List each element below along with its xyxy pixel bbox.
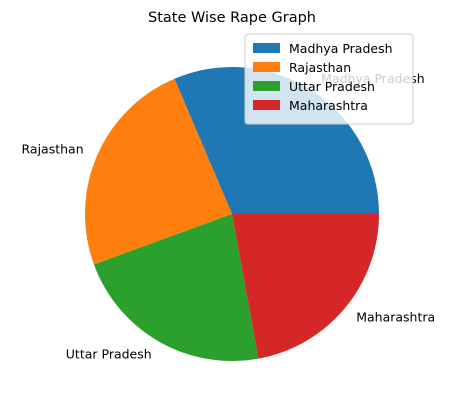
legend-label-maharashtra: Maharashtra xyxy=(289,98,368,113)
legend-swatch-maharashtra xyxy=(253,100,280,110)
chart-title: State Wise Rape Graph xyxy=(148,10,316,26)
pie-slice-rajasthan xyxy=(85,78,232,265)
legend-label-madhya-pradesh: Madhya Pradesh xyxy=(289,41,393,56)
legend-swatch-uttar-pradesh xyxy=(253,81,280,91)
legend-swatch-madhya-pradesh xyxy=(253,43,280,53)
legend-label-uttar-pradesh: Uttar Pradesh xyxy=(289,79,375,94)
slice-label-uttar-pradesh: Uttar Pradesh xyxy=(66,346,152,361)
pie-slice-maharashtra xyxy=(232,214,379,359)
slice-label-rajasthan: Rajasthan xyxy=(22,142,84,157)
pie-slice-uttar-pradesh xyxy=(93,214,259,361)
slice-label-maharashtra: Maharashtra xyxy=(356,310,435,325)
legend-swatch-rajasthan xyxy=(253,62,280,72)
legend: Madhya Pradesh Rajasthan Uttar Pradesh Maha… xyxy=(244,33,414,125)
legend-label-rajasthan: Rajasthan xyxy=(289,60,351,75)
legend-box xyxy=(244,33,414,125)
